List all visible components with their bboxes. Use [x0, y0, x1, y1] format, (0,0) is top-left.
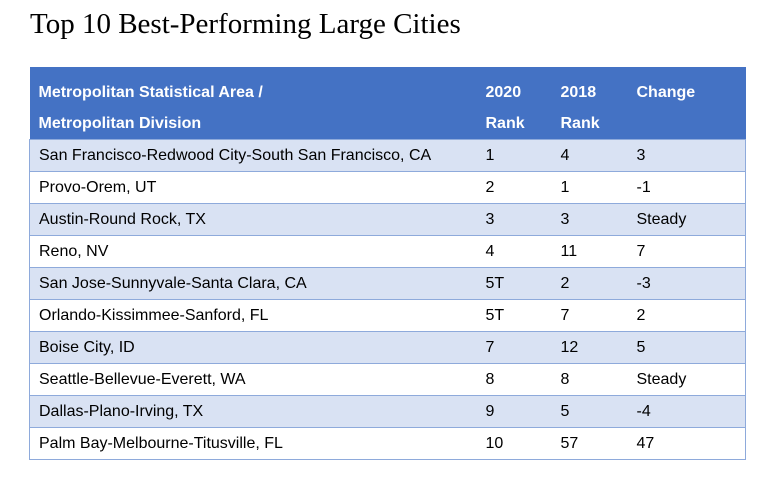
- header-change: Change: [627, 67, 746, 140]
- cell-change: -1: [627, 171, 746, 204]
- cell-2018-rank: 12: [551, 331, 628, 364]
- header-line: Metropolitan Division: [38, 115, 202, 132]
- cell-2020-rank: 2: [476, 171, 552, 204]
- cell-2018-rank: 8: [551, 363, 628, 396]
- cell-change: 2: [627, 299, 746, 332]
- table-row: Dallas-Plano-Irving, TX 9 5 -4: [29, 395, 746, 428]
- table-row: Boise City, ID 7 12 5: [29, 331, 746, 364]
- table-row: Palm Bay-Melbourne-Titusville, FL 10 57 47: [29, 427, 746, 460]
- cell-2020-rank: 5T: [476, 299, 552, 332]
- cell-msa: San Jose-Sunnyvale-Santa Clara, CA: [29, 267, 477, 300]
- table-row: Reno, NV 4 11 7: [29, 235, 746, 268]
- table-row: Provo-Orem, UT 2 1 -1: [29, 171, 746, 204]
- table-row: Orlando-Kissimmee-Sanford, FL 5T 7 2: [29, 299, 746, 332]
- header-line: Rank: [485, 115, 525, 132]
- cell-2018-rank: 5: [551, 395, 628, 428]
- cell-2018-rank: 1: [551, 171, 628, 204]
- cell-change: Steady: [627, 203, 746, 236]
- cell-change: 7: [627, 235, 746, 268]
- cell-msa: Palm Bay-Melbourne-Titusville, FL: [29, 427, 477, 460]
- cell-2018-rank: 11: [551, 235, 628, 268]
- cell-2020-rank: 4: [476, 235, 552, 268]
- cell-2020-rank: 8: [476, 363, 552, 396]
- cell-2020-rank: 3: [476, 203, 552, 236]
- cell-2018-rank: 2: [551, 267, 628, 300]
- cell-msa: Reno, NV: [29, 235, 477, 268]
- header-2020-rank: 2020 Rank: [476, 67, 552, 140]
- cell-2018-rank: 4: [551, 139, 628, 172]
- header-2018-rank: 2018 Rank: [551, 67, 628, 140]
- cell-2018-rank: 3: [551, 203, 628, 236]
- cell-2020-rank: 9: [476, 395, 552, 428]
- cell-msa: San Francisco-Redwood City-South San Fra…: [29, 139, 477, 172]
- table-row: San Francisco-Redwood City-South San Fra…: [29, 139, 746, 172]
- cell-msa: Dallas-Plano-Irving, TX: [29, 395, 477, 428]
- cell-change: -4: [627, 395, 746, 428]
- header-line: 2020: [485, 84, 522, 101]
- cell-msa: Boise City, ID: [29, 331, 477, 364]
- cell-2018-rank: 7: [551, 299, 628, 332]
- cell-2020-rank: 1: [476, 139, 552, 172]
- cell-change: 3: [627, 139, 746, 172]
- header-line: Metropolitan Statistical Area /: [38, 84, 263, 101]
- cell-2020-rank: 10: [476, 427, 552, 460]
- cell-2020-rank: 7: [476, 331, 552, 364]
- header-line: 2018: [560, 84, 597, 101]
- cell-msa: Orlando-Kissimmee-Sanford, FL: [29, 299, 477, 332]
- cell-msa: Provo-Orem, UT: [29, 171, 477, 204]
- header-line: Rank: [560, 115, 600, 132]
- cell-2020-rank: 5T: [476, 267, 552, 300]
- cell-change: 5: [627, 331, 746, 364]
- cell-2018-rank: 57: [551, 427, 628, 460]
- header-msa: Metropolitan Statistical Area / Metropoli…: [29, 67, 477, 140]
- cell-msa: Austin-Round Rock, TX: [29, 203, 477, 236]
- table-row: San Jose-Sunnyvale-Santa Clara, CA 5T 2 -3: [29, 267, 746, 300]
- table-row: Seattle-Bellevue-Everett, WA 8 8 Steady: [29, 363, 746, 396]
- cell-msa: Seattle-Bellevue-Everett, WA: [29, 363, 477, 396]
- rankings-table: Metropolitan Statistical Area / Metropoli…: [29, 67, 746, 460]
- header-line: Change: [636, 84, 696, 101]
- page-title: Top 10 Best-Performing Large Cities: [30, 8, 461, 40]
- cell-change: 47: [627, 427, 746, 460]
- header-row: Metropolitan Statistical Area / Metropoli…: [29, 67, 746, 140]
- cell-change: Steady: [627, 363, 746, 396]
- table-row: Austin-Round Rock, TX 3 3 Steady: [29, 203, 746, 236]
- cell-change: -3: [627, 267, 746, 300]
